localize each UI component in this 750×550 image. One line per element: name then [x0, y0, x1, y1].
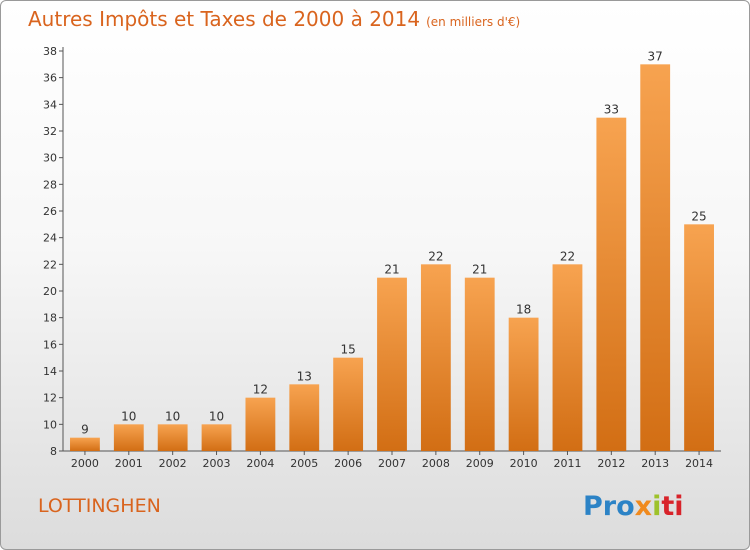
- y-tick-label: 28: [43, 178, 57, 191]
- x-tick-label: 2003: [203, 457, 231, 470]
- logo-part: x: [634, 491, 653, 522]
- value-label: 10: [165, 409, 180, 423]
- bar: [113, 424, 144, 451]
- logo-part: ti: [661, 491, 684, 522]
- bar: [420, 264, 451, 451]
- y-tick-label: 38: [43, 45, 57, 58]
- y-tick-label: 18: [43, 312, 57, 325]
- y-tick-label: 20: [43, 285, 57, 298]
- axes: 8 10 12 14 16 18 20 22 24 26 28 30 32 34 36 38 2000 2001 2…: [43, 45, 721, 470]
- y-tick-label: 24: [43, 232, 57, 245]
- logo-part: i: [652, 491, 662, 522]
- bar: [508, 317, 539, 451]
- value-label: 10: [121, 409, 136, 423]
- value-label: 15: [340, 343, 355, 357]
- proxiti-logo[interactable]: Proxiti: [583, 491, 684, 522]
- value-label: 22: [428, 249, 443, 263]
- x-tick-label: 2006: [334, 457, 362, 470]
- x-tick-label: 2014: [685, 457, 713, 470]
- y-tick-label: 10: [43, 418, 57, 431]
- value-label: 33: [604, 103, 619, 117]
- x-tick-label: 2010: [510, 457, 538, 470]
- x-tick-label: 2001: [115, 457, 143, 470]
- x-tick-label: 2013: [641, 457, 669, 470]
- y-tick-label: 34: [43, 98, 57, 111]
- bars: 9 10 10 10 12 13 15 21 22 21 18 22 33 37 25: [70, 49, 714, 452]
- value-label: 18: [516, 303, 531, 317]
- value-label: 21: [384, 263, 399, 277]
- bar: [464, 277, 495, 451]
- y-tick-label: 8: [50, 445, 57, 458]
- bar: [596, 117, 627, 452]
- bar: [201, 424, 232, 451]
- x-tick-label: 2012: [597, 457, 625, 470]
- chart-title: Autres Impôts et Taxes de 2000 à 2014 (en…: [28, 7, 520, 31]
- x-tick-label: 2008: [422, 457, 450, 470]
- logo-part: Pro: [583, 491, 635, 522]
- value-label: 25: [691, 209, 706, 223]
- x-tick-label: 2005: [290, 457, 318, 470]
- value-label: 37: [648, 49, 663, 63]
- x-tick-label: 2002: [159, 457, 187, 470]
- x-tick-label: 2000: [71, 457, 99, 470]
- bar: [552, 264, 583, 451]
- chart-unit: (en milliers d'€): [426, 15, 521, 29]
- x-tick-label: 2007: [378, 457, 406, 470]
- y-tick-label: 14: [43, 365, 57, 378]
- bar: [245, 397, 276, 451]
- value-label: 21: [472, 263, 487, 277]
- x-tick-label: 2004: [246, 457, 274, 470]
- value-label: 9: [81, 423, 89, 437]
- chart-title-text: Autres Impôts et Taxes de 2000 à 2014: [28, 7, 421, 31]
- y-tick-label: 36: [43, 72, 57, 85]
- bar: [377, 277, 407, 451]
- y-tick-label: 32: [43, 125, 57, 138]
- value-label: 12: [253, 383, 268, 397]
- bar: [289, 384, 320, 451]
- value-label: 22: [560, 249, 575, 263]
- bar: [640, 64, 671, 452]
- y-tick-label: 30: [43, 152, 57, 165]
- x-tick-label: 2009: [466, 457, 494, 470]
- y-tick-label: 22: [43, 258, 57, 271]
- commune-name: LOTTINGHEN: [38, 495, 161, 517]
- y-tick-label: 26: [43, 205, 57, 218]
- bar: [70, 437, 100, 451]
- value-label: 13: [297, 369, 312, 383]
- bar: [684, 224, 714, 451]
- bar: [157, 424, 188, 451]
- value-label: 10: [209, 409, 224, 423]
- y-tick-label: 16: [43, 338, 57, 351]
- bar: [333, 357, 364, 451]
- y-tick-label: 12: [43, 392, 57, 405]
- x-tick-label: 2011: [553, 457, 581, 470]
